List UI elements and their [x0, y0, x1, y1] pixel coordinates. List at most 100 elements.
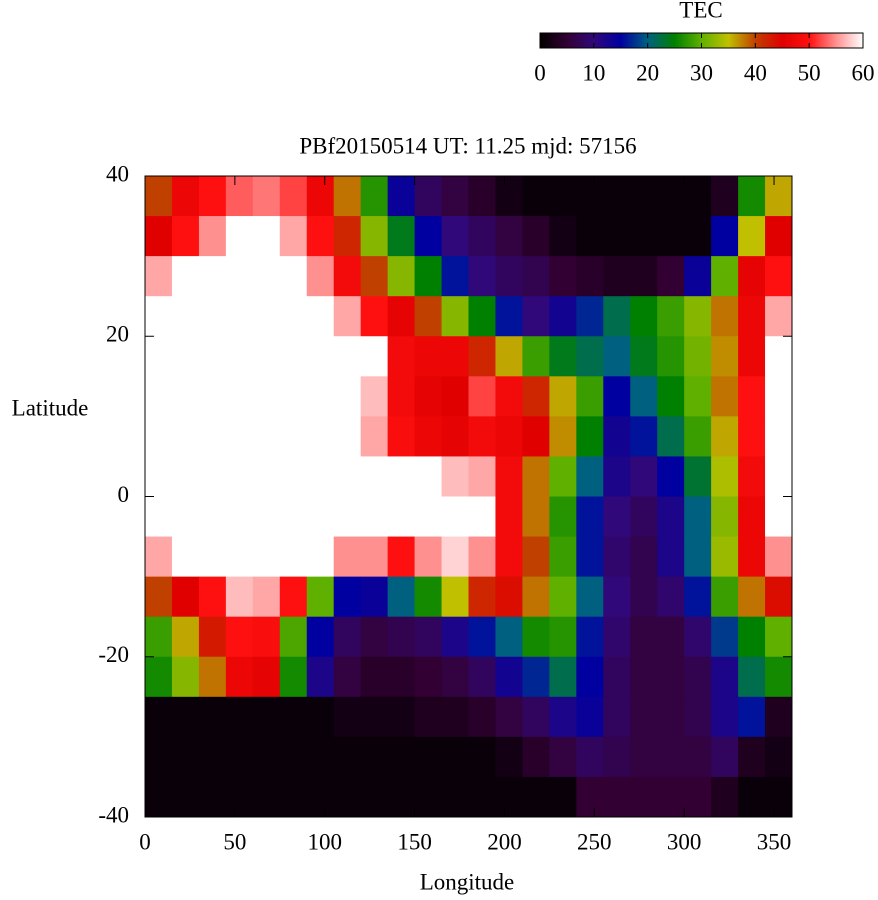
heat-cell [333, 176, 362, 217]
heat-cell [711, 536, 739, 578]
heat-cell [414, 696, 443, 738]
heat-cell [738, 456, 766, 497]
heat-cell [360, 296, 389, 337]
heat-cell [549, 536, 577, 578]
heat-cell [441, 216, 469, 257]
heat-cell [171, 616, 200, 658]
heat-cell [306, 616, 335, 658]
heat-cell [603, 416, 631, 457]
heat-cell [252, 216, 281, 257]
heat-cell [414, 336, 443, 377]
colorbar-tick-label: 10 [582, 60, 605, 85]
heat-cell [198, 576, 227, 618]
heat-cell [145, 176, 173, 217]
heat-cell [738, 296, 766, 337]
heat-cell [279, 576, 308, 618]
heat-cell [145, 656, 173, 698]
heat-cell [522, 256, 550, 297]
heat-cell [198, 176, 227, 217]
heat-cell [603, 736, 631, 778]
heat-cell [145, 496, 173, 538]
heat-cell [549, 376, 577, 417]
heat-cell [468, 616, 496, 658]
heat-cell [603, 576, 631, 618]
heat-cell [495, 496, 523, 538]
heat-cell [657, 656, 685, 698]
heat-cell [414, 256, 443, 297]
heat-cell [765, 296, 793, 337]
heat-cell [711, 736, 739, 778]
heat-cell [225, 256, 254, 297]
heat-cell [630, 536, 658, 578]
heat-cell [414, 216, 443, 257]
heat-cell [765, 616, 793, 658]
heat-cell [657, 176, 685, 217]
heat-cell [414, 776, 443, 818]
heat-cell [657, 336, 685, 377]
heat-cell [441, 496, 469, 538]
heat-cell [414, 376, 443, 417]
heat-cell [198, 496, 227, 538]
heat-cell [630, 336, 658, 377]
heat-cell [603, 376, 631, 417]
heat-cell [468, 336, 496, 377]
heat-cell [171, 296, 200, 337]
heat-cell [279, 496, 308, 538]
heat-cell [306, 376, 335, 417]
heat-cell [306, 656, 335, 698]
heat-cell [171, 416, 200, 457]
heat-cell [603, 336, 631, 377]
heat-cell [495, 456, 523, 497]
heat-cell [360, 776, 389, 818]
heat-cell [252, 376, 281, 417]
heat-cell [198, 736, 227, 778]
heat-cell [603, 256, 631, 297]
heat-cell [360, 216, 389, 257]
heat-cell [549, 736, 577, 778]
heat-cell [225, 336, 254, 377]
x-tick-label: 200 [487, 829, 522, 854]
heat-cell [603, 496, 631, 538]
heat-cell [279, 416, 308, 457]
heat-cell [225, 216, 254, 257]
heat-cell [279, 616, 308, 658]
heat-cell [657, 496, 685, 538]
heat-cell [225, 776, 254, 818]
heat-cell [387, 176, 416, 217]
heat-cell [306, 176, 335, 217]
heat-cell [198, 656, 227, 698]
heat-cell [333, 496, 362, 538]
heat-cell [711, 256, 739, 297]
heat-cell [441, 296, 469, 337]
heat-cell [522, 176, 550, 217]
heat-cell [738, 736, 766, 778]
heat-cell [603, 176, 631, 217]
heat-cell [387, 616, 416, 658]
heat-cell [765, 456, 793, 497]
heat-cell [171, 736, 200, 778]
heat-cell [279, 336, 308, 377]
heat-cell [684, 656, 712, 698]
heat-cell [711, 456, 739, 497]
heat-cell [360, 256, 389, 297]
heat-cell [145, 456, 173, 497]
heat-cell [495, 536, 523, 578]
heat-cell [333, 696, 362, 738]
heat-cell [414, 176, 443, 217]
heat-cell [441, 456, 469, 497]
heat-cell [522, 216, 550, 257]
heat-cell [387, 576, 416, 618]
heat-cell [576, 296, 604, 337]
heat-cell [225, 176, 254, 217]
heat-cell [765, 576, 793, 618]
heat-cell [198, 456, 227, 497]
heat-cell [468, 256, 496, 297]
heat-cell [522, 736, 550, 778]
x-tick-label: 150 [397, 829, 432, 854]
heat-cell [225, 296, 254, 337]
heat-cell [495, 416, 523, 457]
heat-cell [765, 736, 793, 778]
heat-cell [171, 216, 200, 257]
x-tick-label: 0 [139, 829, 151, 854]
heat-cell [630, 216, 658, 257]
